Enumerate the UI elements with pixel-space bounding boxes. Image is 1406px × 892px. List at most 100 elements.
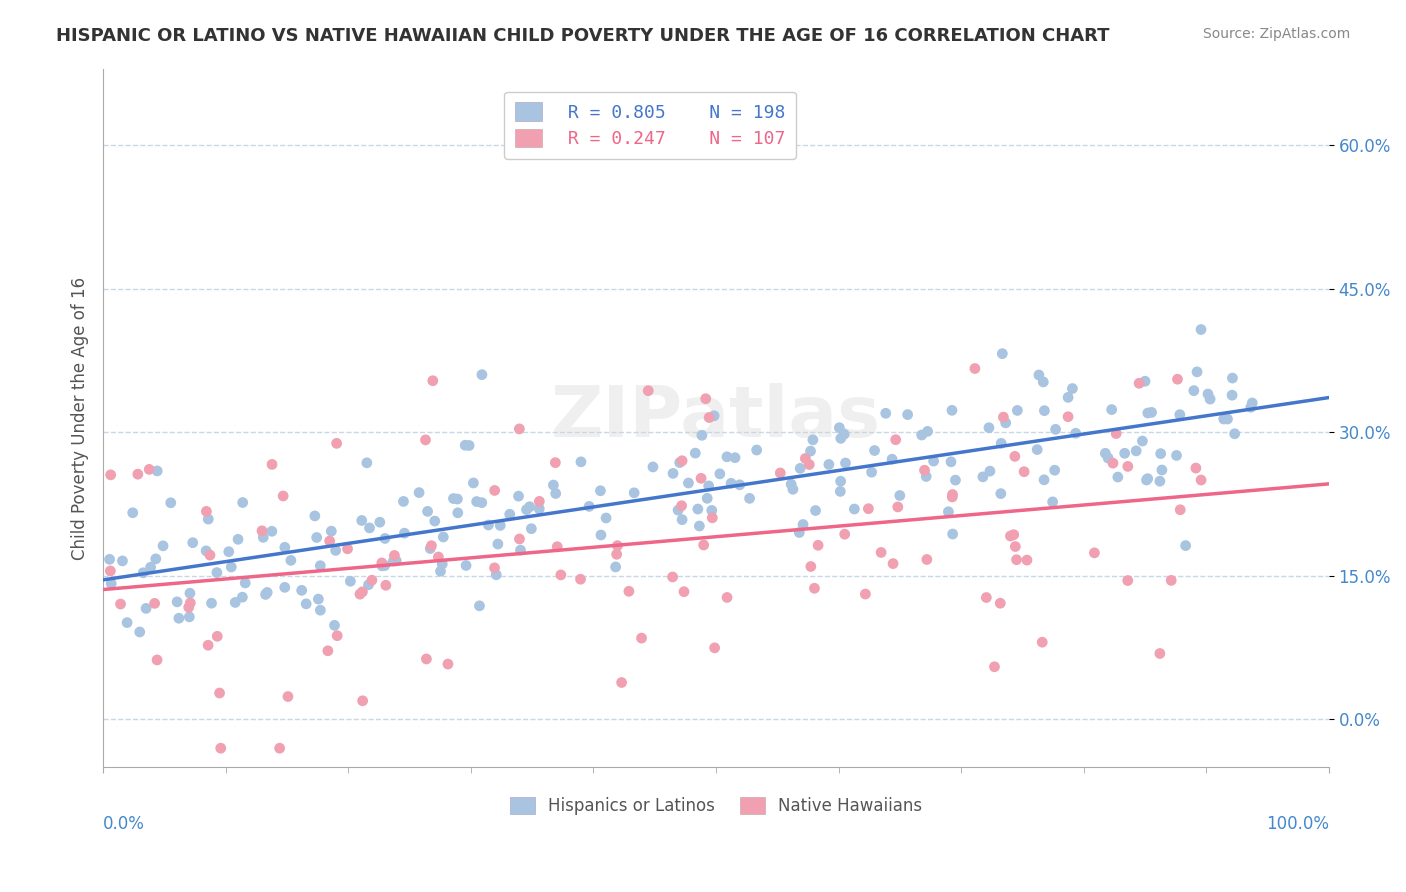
- Point: [179, 586, 201, 600]
- Point: [508, 422, 530, 436]
- Point: [690, 428, 713, 442]
- Point: [1149, 474, 1171, 488]
- Point: [745, 443, 768, 458]
- Point: [688, 519, 710, 533]
- Point: [197, 638, 219, 652]
- Point: [321, 524, 343, 538]
- Point: [100, 467, 122, 482]
- Text: 100.0%: 100.0%: [1265, 815, 1329, 833]
- Point: [1002, 527, 1025, 541]
- Point: [325, 543, 347, 558]
- Point: [1125, 443, 1147, 458]
- Point: [432, 557, 454, 571]
- Point: [882, 557, 904, 571]
- Point: [485, 567, 508, 582]
- Point: [769, 466, 792, 480]
- Point: [132, 566, 155, 580]
- Point: [1189, 473, 1212, 487]
- Point: [1015, 553, 1038, 567]
- Point: [1132, 434, 1154, 448]
- Point: [352, 584, 374, 599]
- Point: [782, 482, 804, 496]
- Point: [98, 552, 121, 566]
- Point: [702, 510, 724, 524]
- Point: [794, 451, 817, 466]
- Point: [976, 591, 998, 605]
- Point: [1212, 412, 1234, 426]
- Point: [110, 597, 132, 611]
- Point: [1128, 376, 1150, 391]
- Point: [610, 675, 633, 690]
- Point: [1185, 365, 1208, 379]
- Point: [422, 374, 444, 388]
- Point: [1116, 459, 1139, 474]
- Point: [432, 530, 454, 544]
- Point: [1240, 401, 1263, 415]
- Point: [1005, 552, 1028, 566]
- Point: [415, 433, 437, 447]
- Point: [207, 629, 229, 643]
- Point: [1094, 446, 1116, 460]
- Point: [138, 462, 160, 476]
- Point: [121, 506, 143, 520]
- Point: [860, 465, 883, 479]
- Point: [349, 587, 371, 601]
- Point: [1150, 463, 1173, 477]
- Point: [1136, 472, 1159, 486]
- Point: [429, 564, 451, 578]
- Point: [1197, 387, 1219, 401]
- Point: [177, 600, 200, 615]
- Point: [529, 501, 551, 516]
- Point: [1107, 470, 1129, 484]
- Point: [875, 406, 897, 420]
- Point: [1045, 422, 1067, 436]
- Point: [231, 590, 253, 604]
- Point: [672, 584, 695, 599]
- Point: [471, 496, 494, 510]
- Point: [274, 541, 297, 555]
- Point: [1182, 384, 1205, 398]
- Point: [529, 494, 551, 508]
- Point: [700, 503, 723, 517]
- Point: [205, 566, 228, 580]
- Point: [1220, 388, 1243, 402]
- Point: [1216, 412, 1239, 426]
- Text: HISPANIC OR LATINO VS NATIVE HAWAIIAN CHILD POVERTY UNDER THE AGE OF 16 CORRELAT: HISPANIC OR LATINO VS NATIVE HAWAIIAN CH…: [56, 27, 1109, 45]
- Point: [990, 436, 1012, 450]
- Point: [271, 489, 294, 503]
- Point: [499, 507, 522, 521]
- Point: [468, 599, 491, 613]
- Point: [392, 494, 415, 508]
- Point: [256, 585, 278, 599]
- Point: [508, 489, 530, 503]
- Point: [979, 464, 1001, 478]
- Point: [914, 463, 936, 477]
- Point: [1185, 461, 1208, 475]
- Point: [696, 491, 718, 506]
- Point: [803, 582, 825, 596]
- Point: [1223, 426, 1246, 441]
- Point: [484, 561, 506, 575]
- Point: [374, 578, 396, 592]
- Point: [804, 503, 827, 517]
- Point: [942, 527, 965, 541]
- Point: [1150, 447, 1173, 461]
- Point: [887, 500, 910, 514]
- Point: [454, 558, 477, 573]
- Point: [1166, 449, 1188, 463]
- Point: [336, 541, 359, 556]
- Point: [668, 456, 690, 470]
- Point: [233, 576, 256, 591]
- Legend: Hispanics or Latinos, Native Hawaiians: Hispanics or Latinos, Native Hawaiians: [503, 790, 929, 822]
- Point: [305, 531, 328, 545]
- Point: [828, 421, 851, 435]
- Point: [945, 473, 967, 487]
- Point: [1033, 473, 1056, 487]
- Point: [728, 478, 751, 492]
- Point: [569, 572, 592, 586]
- Point: [606, 547, 628, 561]
- Point: [1222, 371, 1244, 385]
- Point: [990, 486, 1012, 500]
- Point: [146, 653, 169, 667]
- Point: [709, 467, 731, 481]
